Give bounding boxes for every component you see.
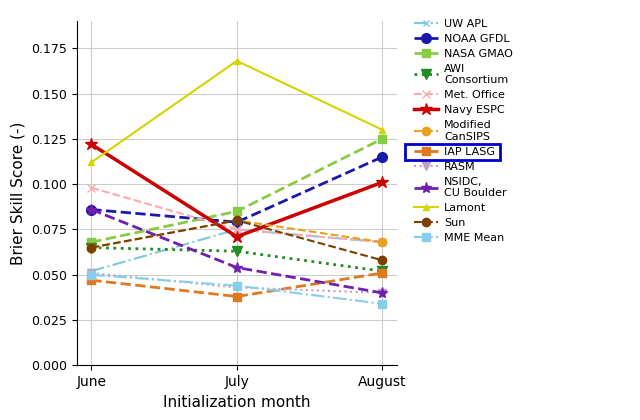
Line: RASM: RASM xyxy=(87,269,387,297)
Legend: UW APL, NOAA GFDL, NASA GMAO, AWI
Consortium, Met. Office, Navy ESPC, Modified
C: UW APL, NOAA GFDL, NASA GMAO, AWI Consor… xyxy=(410,14,517,248)
Line: UW APL: UW APL xyxy=(88,226,386,275)
Line: NOAA GFDL: NOAA GFDL xyxy=(86,152,387,227)
Modified
CanSIPS xyxy=(378,240,386,245)
Modified
CanSIPS xyxy=(88,245,95,250)
Line: Navy ESPC: Navy ESPC xyxy=(85,138,388,243)
Line: IAP LASG: IAP LASG xyxy=(87,269,387,301)
NASA GMAO xyxy=(378,136,386,142)
X-axis label: Initialization month: Initialization month xyxy=(163,395,310,409)
IAP LASG xyxy=(233,294,241,299)
UW APL xyxy=(233,227,241,232)
Line: MME Mean: MME Mean xyxy=(87,270,387,308)
UW APL xyxy=(378,240,386,245)
Met. Office xyxy=(88,185,95,190)
Met. Office xyxy=(233,227,241,232)
NOAA GFDL xyxy=(233,220,241,225)
Met. Office xyxy=(378,240,386,245)
AWI
Consortium xyxy=(233,249,241,254)
IAP LASG xyxy=(378,270,386,276)
NOAA GFDL xyxy=(378,155,386,160)
NSIDC,
CU Boulder xyxy=(233,265,241,270)
Sun xyxy=(233,218,241,223)
MME Mean xyxy=(378,301,386,306)
IAP LASG xyxy=(88,278,95,283)
RASM xyxy=(233,285,241,290)
RASM xyxy=(88,270,95,276)
MME Mean xyxy=(233,283,241,288)
NSIDC,
CU Boulder xyxy=(88,207,95,212)
AWI
Consortium xyxy=(88,245,95,250)
Sun xyxy=(88,245,95,250)
MME Mean xyxy=(88,272,95,277)
Line: Lamont: Lamont xyxy=(88,58,386,166)
Line: Sun: Sun xyxy=(87,216,387,265)
RASM xyxy=(378,290,386,295)
Navy ESPC xyxy=(88,142,95,147)
Line: Modified
CanSIPS: Modified CanSIPS xyxy=(87,216,387,252)
NOAA GFDL xyxy=(88,207,95,212)
NASA GMAO xyxy=(233,209,241,214)
Lamont xyxy=(88,160,95,165)
Modified
CanSIPS xyxy=(233,218,241,223)
Line: NSIDC,
CU Boulder: NSIDC, CU Boulder xyxy=(86,204,388,299)
Line: NASA GMAO: NASA GMAO xyxy=(87,135,387,246)
Lamont xyxy=(233,58,241,63)
Navy ESPC xyxy=(378,180,386,185)
Sun xyxy=(378,258,386,263)
AWI
Consortium xyxy=(378,269,386,274)
UW APL xyxy=(88,269,95,274)
NASA GMAO xyxy=(88,240,95,245)
Line: AWI
Consortium: AWI Consortium xyxy=(86,243,387,276)
Y-axis label: Brier Skill Score (-): Brier Skill Score (-) xyxy=(10,121,26,265)
Lamont xyxy=(378,127,386,132)
Navy ESPC xyxy=(233,234,241,239)
Line: Met. Office: Met. Office xyxy=(87,184,387,246)
NSIDC,
CU Boulder xyxy=(378,290,386,295)
